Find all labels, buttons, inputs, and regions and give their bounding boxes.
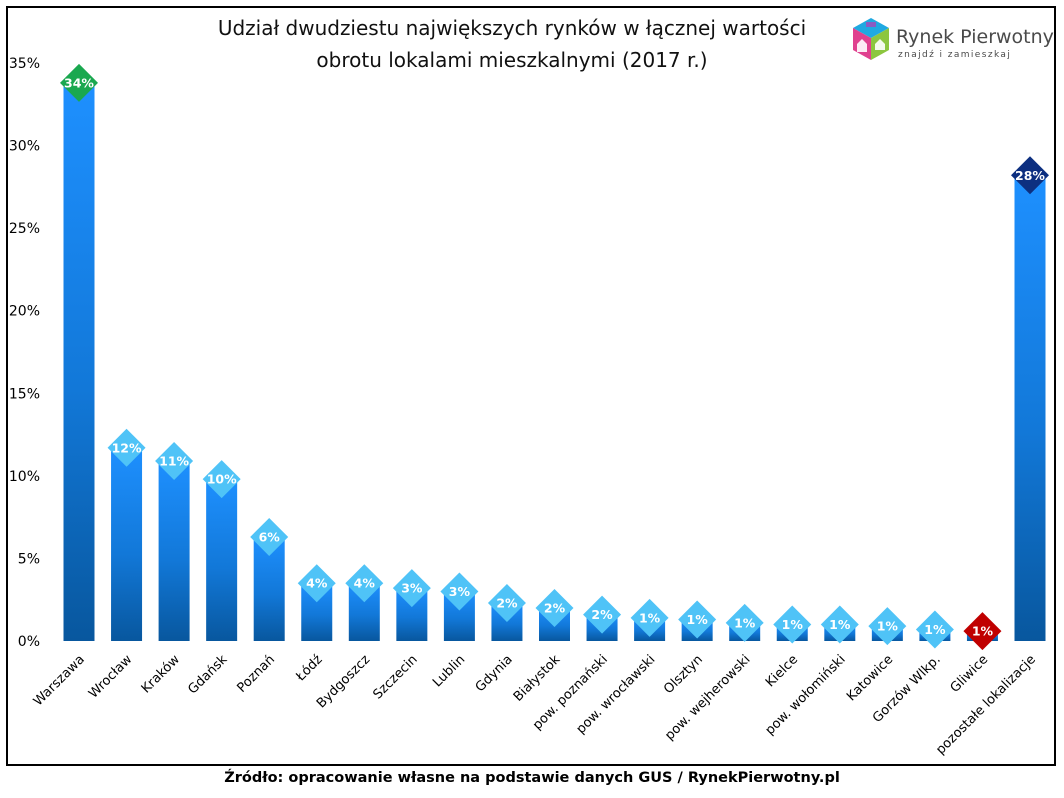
y-tick-label: 5% [18, 551, 40, 567]
x-tick-label: Wrocław [86, 652, 136, 702]
bar [111, 447, 143, 641]
data-label-marker [820, 605, 859, 644]
x-tick-label: Kielce [763, 652, 801, 690]
y-axis: 0% 5% 10% 15% 20% 25% 30% 35% [9, 56, 40, 650]
x-tick-label: Gliwice [948, 652, 992, 696]
data-label: 1% [829, 617, 851, 632]
x-tick-label: pow. wołomiński [763, 652, 849, 738]
data-label-marker [868, 607, 907, 646]
x-tick-label: Łódź [293, 652, 326, 685]
bar [206, 479, 238, 641]
data-label: 12% [112, 440, 142, 455]
chart-title-line-2: obrotu lokalami mieszkalnymi (2017 r.) [316, 48, 707, 72]
data-label: 1% [734, 615, 756, 630]
x-tick-label: Szczecin [370, 652, 420, 702]
data-label-marker [535, 588, 574, 627]
data-label: 6% [259, 529, 281, 544]
data-label: 2% [496, 596, 518, 611]
data-label-marker [678, 600, 717, 639]
logo-cube-icon [853, 18, 889, 60]
x-tick-label: Poznań [234, 652, 278, 696]
data-label-marker [725, 603, 764, 642]
data-label-marker [1011, 156, 1049, 195]
data-label: 1% [639, 610, 661, 625]
data-label-marker [250, 517, 289, 556]
data-label: 4% [306, 576, 328, 591]
data-label-marker [297, 564, 336, 603]
data-label-marker [773, 605, 812, 644]
x-tick-label: pow. wejherowski [662, 652, 753, 743]
data-label: 34% [64, 75, 94, 90]
data-label-marker [345, 564, 384, 603]
logo-name: Rynek Pierwotny [896, 26, 1054, 48]
y-tick-label: 20% [9, 304, 40, 320]
data-label-marker [963, 612, 1002, 651]
data-label: 3% [449, 584, 471, 599]
x-tick-label: pozostałe lokalizacje [933, 652, 1039, 758]
data-label: 4% [354, 576, 376, 591]
data-label-marker [202, 460, 241, 499]
bars [63, 82, 1046, 642]
data-label: 1% [877, 619, 899, 634]
data-label-marker [440, 572, 479, 611]
bar [158, 460, 190, 641]
y-tick-label: 35% [9, 56, 40, 72]
y-tick-label: 0% [18, 634, 40, 650]
bar [1014, 175, 1046, 641]
x-tick-label: Gdynia [473, 652, 516, 695]
data-label: 11% [159, 453, 189, 468]
data-label: 2% [591, 607, 613, 622]
data-label: 1% [687, 612, 709, 627]
data-label: 1% [924, 622, 946, 637]
data-label-marker [583, 595, 622, 634]
x-tick-label: Lublin [430, 652, 468, 690]
data-label: 1% [972, 624, 994, 639]
data-label: 1% [782, 617, 804, 632]
data-label: 3% [401, 581, 423, 596]
y-tick-label: 15% [9, 386, 40, 402]
data-label: 28% [1015, 168, 1045, 183]
chart-frame [6, 6, 1056, 766]
y-tick-label: 10% [9, 469, 40, 485]
y-tick-label: 25% [9, 221, 40, 237]
chart: Udział dwudziestu największych rynków w … [9, 16, 1054, 758]
source-note: Źródło: opracowanie własne na podstawie … [224, 770, 840, 786]
data-label-marker [630, 598, 669, 637]
x-tick-label: Olsztyn [661, 652, 706, 697]
logo: Rynek Pierwotny znajdź i zamieszkaj [853, 18, 1054, 60]
chart-title-line-1: Udział dwudziestu największych rynków w … [218, 16, 806, 40]
x-tick-label: Warszawa [31, 652, 88, 709]
data-label-marker [915, 610, 954, 649]
data-label: 2% [544, 600, 566, 615]
data-label: 10% [207, 472, 237, 487]
x-tick-label: Kraków [139, 652, 183, 696]
bar [63, 82, 95, 642]
logo-tagline: znajdź i zamieszkaj [898, 50, 1011, 60]
y-tick-label: 30% [9, 139, 40, 155]
data-labels: 34% 12% 11% 10% 6% 4% 4% 3% 3% 2% 2% 2% 1% 1% 1% 1% 1% 1%… [60, 63, 1049, 651]
x-tick-label: Gdańsk [185, 652, 230, 697]
data-label-marker [60, 63, 98, 102]
data-label-marker [392, 569, 431, 608]
data-label-marker [155, 441, 194, 480]
data-label-marker [487, 584, 526, 623]
data-label-marker [107, 428, 146, 467]
